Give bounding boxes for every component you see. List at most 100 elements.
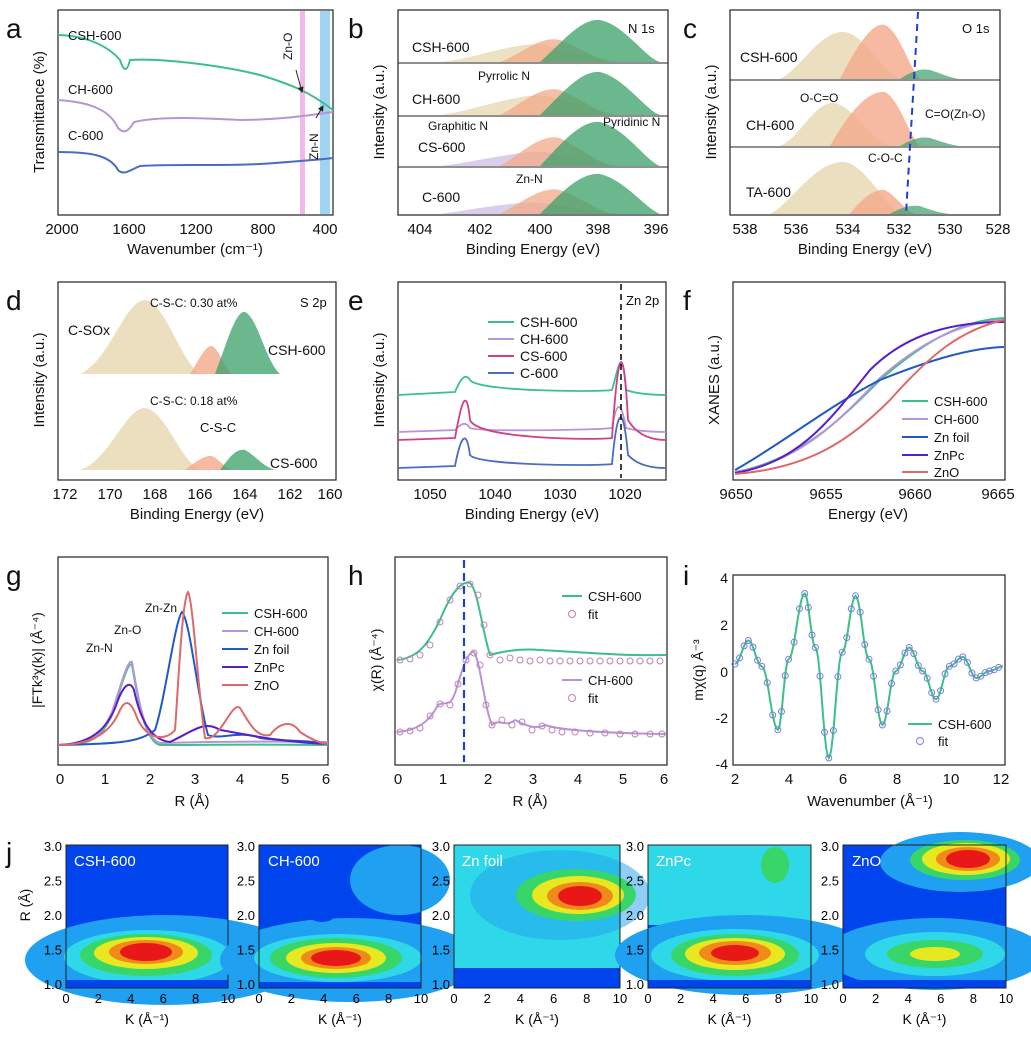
- x-tick: 170: [97, 486, 122, 503]
- fit-point: [861, 641, 869, 648]
- map-x-tick: 0: [839, 991, 846, 1006]
- series-znpc: [57, 683, 329, 746]
- y-axis-label: XANES (a.u.): [706, 335, 723, 425]
- panel-j: j R (Å) CSH-600 C: [5, 832, 1031, 1027]
- annotation: C-O-C: [868, 151, 903, 165]
- legend-label: fit: [588, 691, 599, 706]
- map-x-tick: 0: [644, 991, 651, 1006]
- map-y-tick: 2.5: [237, 874, 255, 889]
- corner-label: O 1s: [962, 21, 990, 36]
- wavelet-map-ch-600: CH-600: [220, 844, 480, 1002]
- fit-point: [769, 711, 777, 719]
- x-tick: 160: [317, 486, 342, 503]
- legend-label: Zn foil: [254, 642, 290, 657]
- map-y-tick: 1.5: [821, 943, 839, 958]
- fit-point: [843, 634, 851, 642]
- x-tick: 538: [732, 221, 757, 238]
- fit-point: [870, 672, 878, 680]
- fit-point: [785, 655, 793, 663]
- x-tick: 9660: [898, 486, 931, 503]
- wavelet-map-znpc: ZnPc: [615, 844, 875, 995]
- y-tick: -2: [716, 710, 729, 726]
- corner-label: Zn 2p: [626, 293, 659, 308]
- series-cs-600: [397, 361, 667, 441]
- series-zn-foil: [734, 346, 1005, 471]
- series-zn-foil: [57, 610, 329, 746]
- x-tick: 9655: [809, 486, 842, 503]
- x-tick: 2: [146, 771, 154, 788]
- fit-point: [778, 708, 785, 715]
- legend-label: Zn foil: [934, 430, 970, 445]
- y-axis-label: Intensity (a.u.): [371, 332, 388, 427]
- plot-frame: [397, 281, 667, 481]
- map-x-tick: 4: [517, 991, 524, 1006]
- x-axis-label: Wavenumber (cm⁻¹): [127, 241, 263, 258]
- map-tick-labels: 3.02.52.01.51.00 2 4 6 8 10K (Å⁻¹)3.02.52.01.…: [44, 839, 1013, 1027]
- legend-label: ZnO: [254, 678, 279, 693]
- legend-label: ZnO: [934, 465, 959, 480]
- legend-label: fit: [938, 734, 949, 749]
- x-tick: 3: [191, 771, 199, 788]
- panel-e: e Zn 2p CSH-600 CH-600 CS-600 C-600 1050…: [348, 281, 667, 523]
- x-axis-label: Energy (eV): [828, 506, 908, 523]
- fit-point: [941, 670, 949, 678]
- map-y-tick: 2.5: [44, 874, 62, 889]
- x-tick: 1: [101, 771, 109, 788]
- panel-letter: i: [683, 560, 689, 591]
- legend-top: CSH-600 fit: [562, 589, 641, 622]
- map-x-tick: 10: [414, 991, 428, 1006]
- map-x-tick: 4: [320, 991, 327, 1006]
- series-csh-600: [397, 361, 667, 396]
- legend-label: CH-600: [934, 412, 979, 427]
- sample-label: CSH-600: [268, 342, 326, 358]
- wavelet-map-csh-600: CSH-600: [25, 844, 305, 1005]
- annotation: Pyridinic N: [603, 115, 660, 129]
- map-y-tick: 1.0: [821, 977, 839, 992]
- x-tick: 534: [835, 221, 860, 238]
- x-tick: 1200: [179, 221, 212, 238]
- panel-d: d C-S-C: 0.30 at% C-S-C: 0.18 at% C-SOx …: [6, 281, 343, 523]
- panel-h: h CSH-600 fit: [348, 556, 668, 810]
- x-tick: 164: [232, 486, 257, 503]
- fit-point: [749, 643, 757, 651]
- series-znpc: [734, 321, 1005, 474]
- plot-frame: [394, 556, 668, 766]
- fit-point: [896, 661, 904, 669]
- map-y-tick: 1.0: [432, 977, 450, 992]
- map-x-tick: 6: [742, 991, 749, 1006]
- map-y-tick: 1.0: [237, 977, 255, 992]
- sample-label: CSH-600: [412, 39, 470, 55]
- x-axis-label: R (Å): [513, 793, 548, 810]
- panel-letter: f: [683, 285, 691, 316]
- y-axis-label: Transmittance (%): [31, 51, 48, 173]
- y-tick: 4: [720, 570, 728, 586]
- x-tick: 404: [407, 221, 432, 238]
- map-x-tick: 8: [970, 991, 977, 1006]
- panel-c: c CSH-600 CH-600 TA-600 O 1s O-C=O C=O(Z…: [683, 9, 1011, 258]
- x-axis-label: R (Å): [175, 793, 210, 810]
- fit-markers-top: [396, 580, 664, 665]
- plot-frame: [729, 9, 1001, 216]
- map-x-tick: 2: [872, 991, 879, 1006]
- plot-frame: [57, 556, 329, 766]
- x-tick: 532: [886, 221, 911, 238]
- reference-dashed-line: [905, 11, 919, 215]
- fit-point: [914, 662, 922, 669]
- map-y-tick: 2.5: [626, 874, 644, 889]
- fit-point: [781, 672, 789, 680]
- x-tick: 400: [527, 221, 552, 238]
- fit-point: [790, 638, 798, 646]
- corner-label: S 2p: [300, 295, 327, 310]
- panel-letter: e: [348, 285, 364, 316]
- legend: CSH-600 CH-600 Zn foil ZnPc ZnO: [222, 606, 307, 693]
- series-c-600: [397, 416, 667, 469]
- x-tick: 0: [56, 771, 64, 788]
- panel-letter: g: [6, 560, 22, 591]
- sample-label: C-600: [422, 189, 460, 205]
- x-tick: 1020: [608, 486, 641, 503]
- fit-point: [774, 726, 782, 734]
- fit-point: [821, 728, 828, 736]
- x-axis-label: Binding Energy (eV): [130, 506, 264, 523]
- map-x-tick: 2: [677, 991, 684, 1006]
- annotation: Pyrrolic N: [478, 69, 530, 83]
